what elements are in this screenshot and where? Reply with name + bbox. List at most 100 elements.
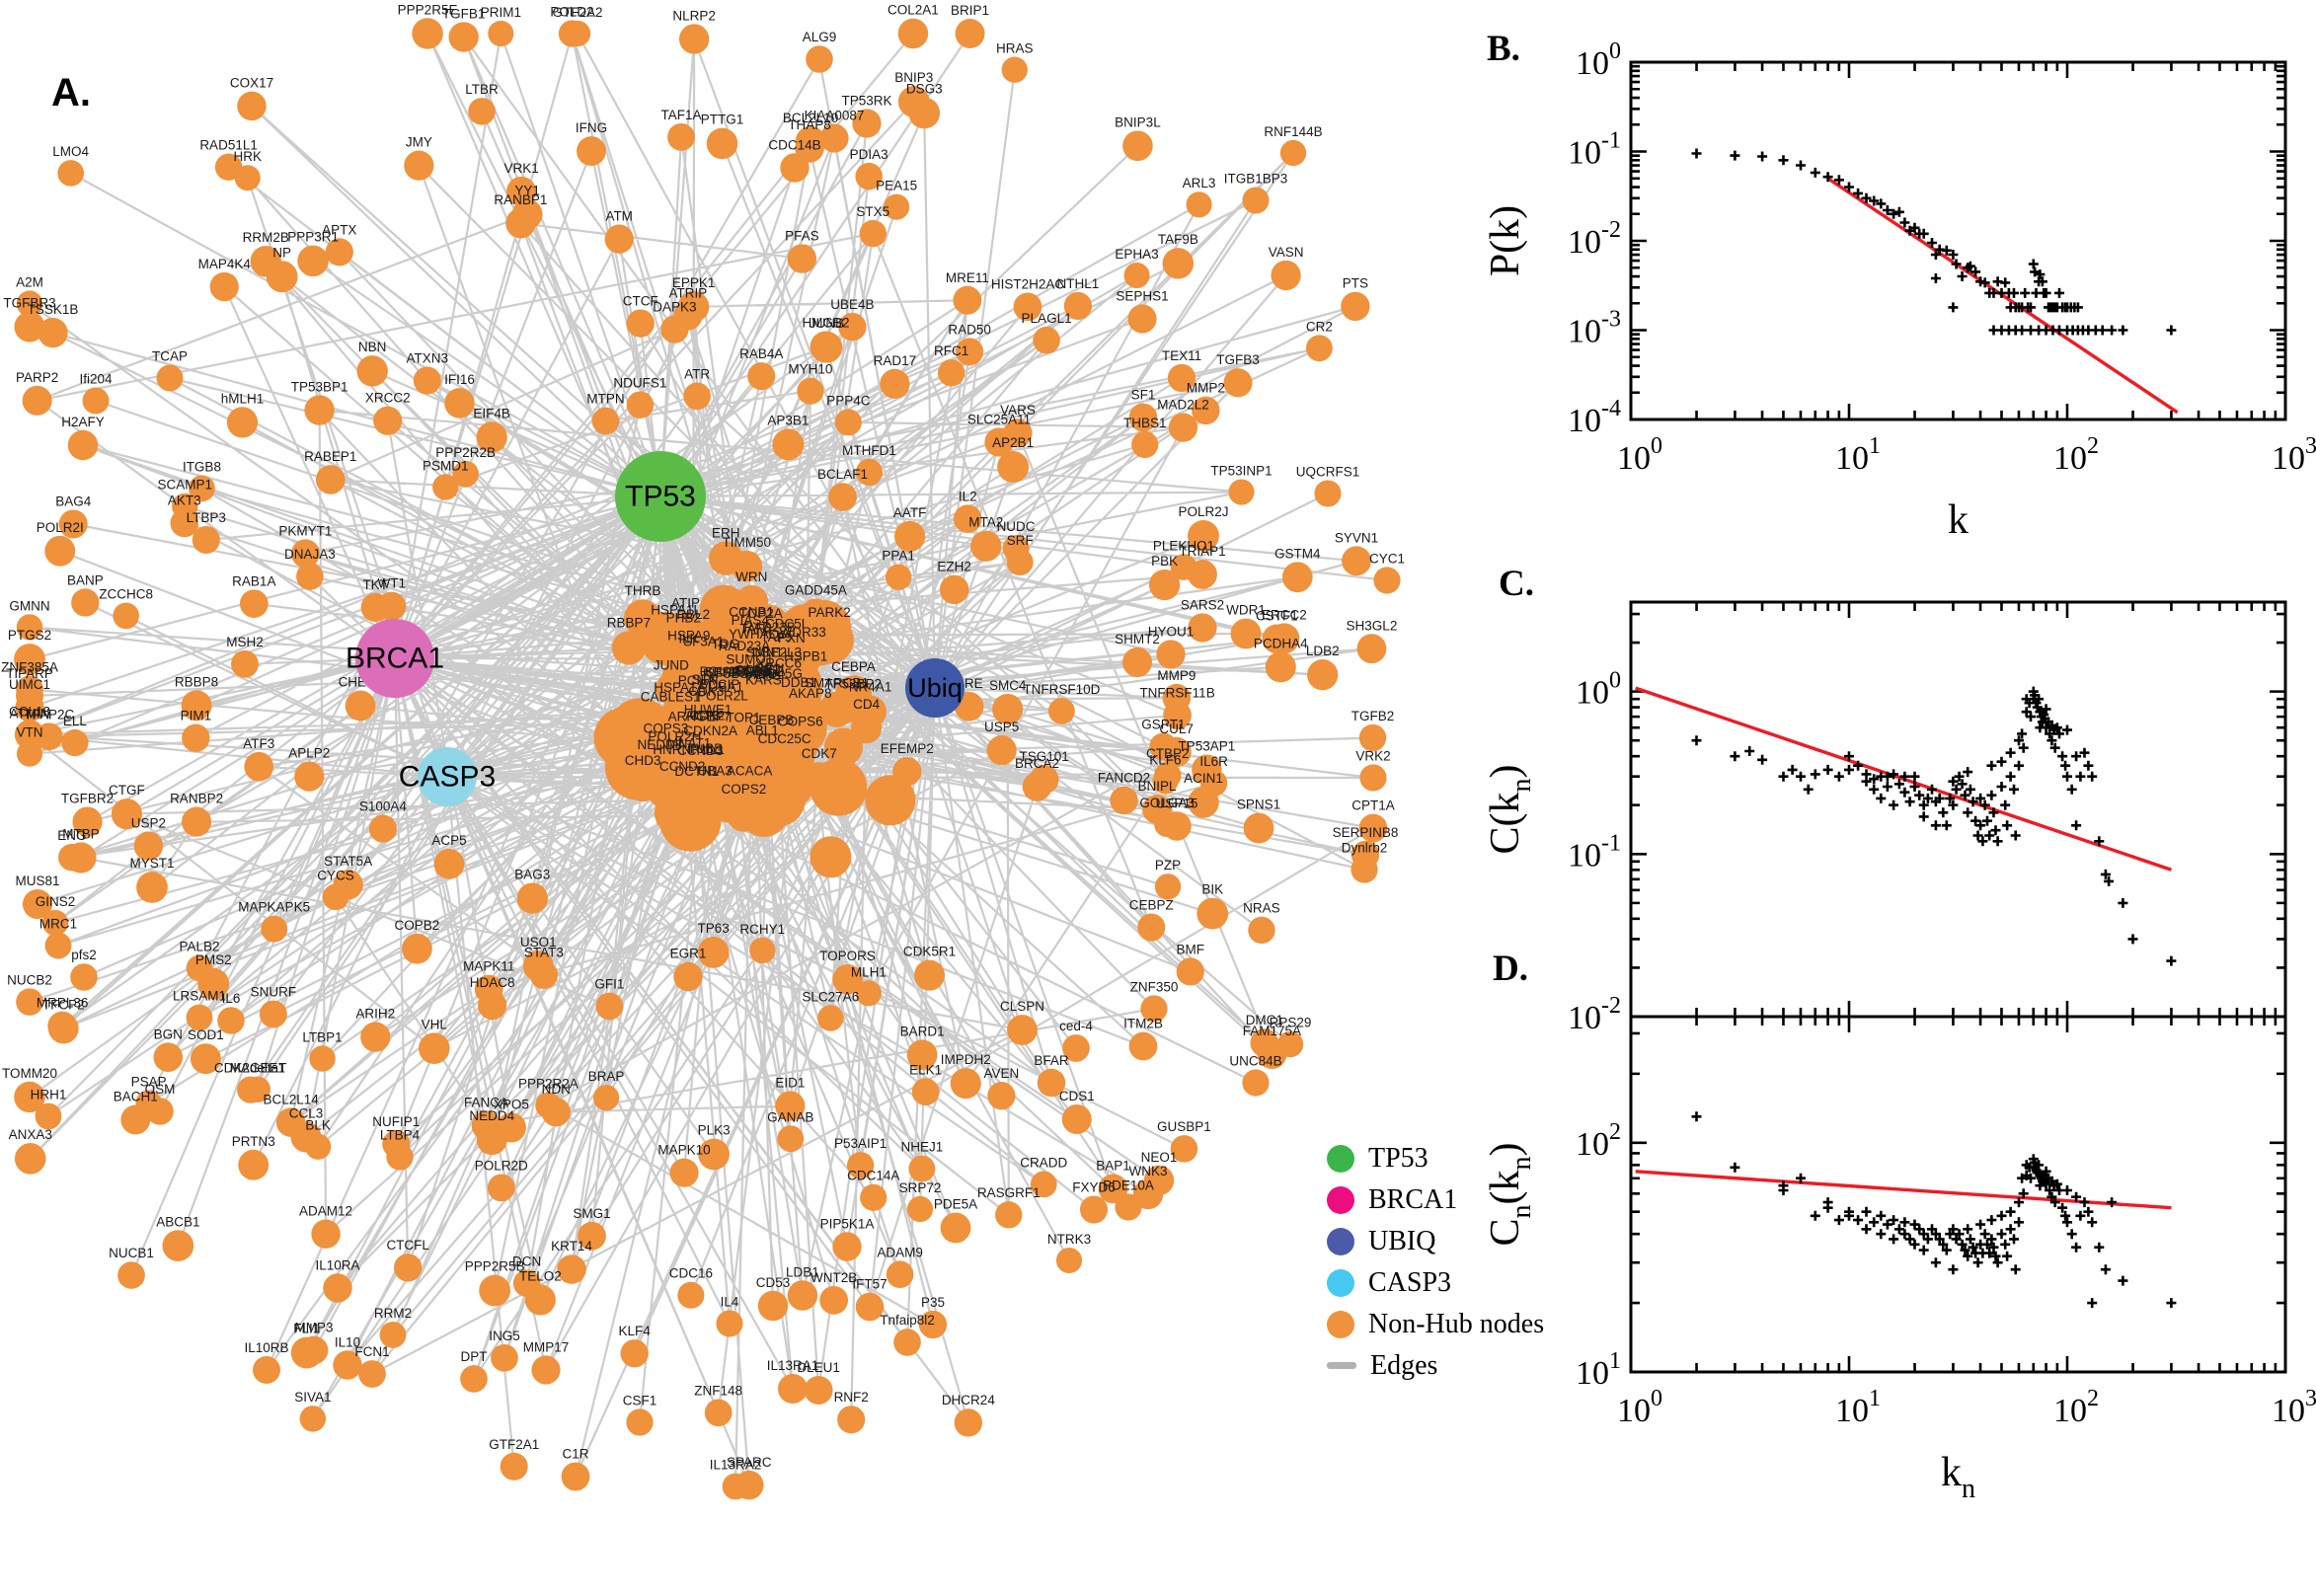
network-node[interactable]	[804, 1375, 833, 1405]
network-node[interactable]	[852, 109, 882, 138]
network-node[interactable]	[1128, 1031, 1158, 1061]
network-node[interactable]	[677, 291, 710, 323]
network-node[interactable]	[950, 1068, 981, 1100]
network-node[interactable]	[1013, 292, 1042, 322]
network-node[interactable]	[1037, 1068, 1066, 1098]
network-node[interactable]	[133, 831, 164, 861]
network-node[interactable]	[239, 589, 269, 619]
network-node[interactable]	[777, 1373, 809, 1405]
network-node[interactable]	[797, 377, 824, 405]
network-node[interactable]	[660, 315, 689, 343]
network-node[interactable]	[1356, 634, 1387, 664]
network-node[interactable]	[186, 1004, 213, 1031]
network-node[interactable]	[620, 1339, 649, 1368]
network-node[interactable]	[667, 122, 695, 151]
network-node[interactable]	[58, 509, 88, 539]
network-node[interactable]	[884, 193, 910, 220]
network-node[interactable]	[757, 1290, 789, 1322]
network-node[interactable]	[1342, 546, 1371, 576]
network-node[interactable]	[673, 961, 703, 992]
network-node[interactable]	[1156, 640, 1186, 669]
network-node[interactable]	[837, 1406, 866, 1434]
network-node[interactable]	[71, 588, 100, 617]
network-node[interactable]	[734, 1470, 764, 1500]
network-node[interactable]	[315, 465, 346, 494]
network-node[interactable]	[238, 1149, 270, 1180]
network-node[interactable]	[1123, 263, 1150, 289]
network-node[interactable]	[918, 1310, 948, 1339]
network-node[interactable]	[747, 362, 776, 391]
network-node[interactable]	[1033, 326, 1060, 354]
network-node[interactable]	[432, 474, 459, 500]
network-node[interactable]	[488, 20, 514, 47]
network-node[interactable]	[117, 1261, 145, 1289]
network-node[interactable]	[290, 1336, 323, 1369]
network-node[interactable]	[14, 311, 45, 342]
network-node[interactable]	[468, 98, 496, 125]
network-node[interactable]	[806, 45, 833, 73]
network-node[interactable]	[892, 757, 922, 787]
network-node[interactable]	[325, 238, 353, 266]
network-node[interactable]	[57, 160, 84, 187]
network-node[interactable]	[311, 1219, 341, 1249]
network-node[interactable]	[846, 1152, 875, 1179]
network-node[interactable]	[1358, 813, 1388, 843]
network-node[interactable]	[244, 751, 274, 782]
network-node[interactable]	[658, 745, 691, 777]
network-node[interactable]	[1230, 618, 1262, 649]
network-node[interactable]	[803, 762, 836, 796]
network-node[interactable]	[698, 1138, 730, 1171]
network-node[interactable]	[1007, 1015, 1038, 1045]
network-node[interactable]	[1137, 913, 1166, 942]
network-node[interactable]	[217, 1007, 245, 1034]
network-node[interactable]	[1186, 191, 1212, 218]
network-node[interactable]	[832, 1232, 862, 1261]
network-node[interactable]	[1359, 764, 1387, 792]
network-node[interactable]	[1148, 569, 1181, 601]
network-node[interactable]	[595, 992, 624, 1021]
network-node[interactable]	[591, 407, 620, 435]
network-node[interactable]	[819, 1285, 849, 1315]
network-node[interactable]	[1047, 697, 1075, 724]
network-node[interactable]	[828, 483, 857, 511]
network-node[interactable]	[479, 1274, 511, 1307]
network-node[interactable]	[22, 888, 53, 920]
network-node[interactable]	[860, 1183, 888, 1211]
network-node[interactable]	[1188, 613, 1217, 643]
network-node[interactable]	[231, 649, 259, 678]
network-node[interactable]	[955, 19, 985, 48]
network-node[interactable]	[1170, 554, 1197, 580]
network-node[interactable]	[393, 1254, 423, 1282]
network-node[interactable]	[16, 290, 43, 317]
network-node[interactable]	[880, 368, 910, 399]
network-node[interactable]	[1128, 403, 1158, 432]
network-node[interactable]	[190, 1043, 221, 1075]
network-node[interactable]	[38, 317, 68, 348]
network-node[interactable]	[739, 637, 772, 669]
network-node[interactable]	[908, 1155, 936, 1182]
network-node[interactable]	[684, 649, 723, 688]
network-node[interactable]	[970, 530, 1002, 562]
network-node[interactable]	[1358, 723, 1387, 752]
network-node[interactable]	[1341, 291, 1370, 322]
network-node[interactable]	[795, 125, 826, 157]
network-node[interactable]	[1062, 1034, 1090, 1062]
network-node[interactable]	[234, 165, 261, 191]
network-node[interactable]	[1154, 874, 1182, 900]
network-node[interactable]	[535, 1092, 562, 1119]
network-node[interactable]	[1003, 418, 1033, 448]
network-node[interactable]	[487, 1174, 515, 1202]
network-node[interactable]	[953, 285, 982, 315]
network-node[interactable]	[765, 747, 804, 785]
network-node[interactable]	[15, 693, 44, 722]
network-node[interactable]	[379, 1321, 407, 1348]
network-node[interactable]	[170, 508, 199, 538]
network-node[interactable]	[1243, 812, 1274, 844]
network-node[interactable]	[818, 691, 855, 727]
network-node[interactable]	[505, 207, 536, 239]
network-node[interactable]	[855, 1292, 885, 1322]
network-node[interactable]	[710, 679, 741, 711]
network-node[interactable]	[47, 1013, 79, 1044]
network-node[interactable]	[500, 1452, 528, 1481]
network-node[interactable]	[776, 646, 807, 676]
